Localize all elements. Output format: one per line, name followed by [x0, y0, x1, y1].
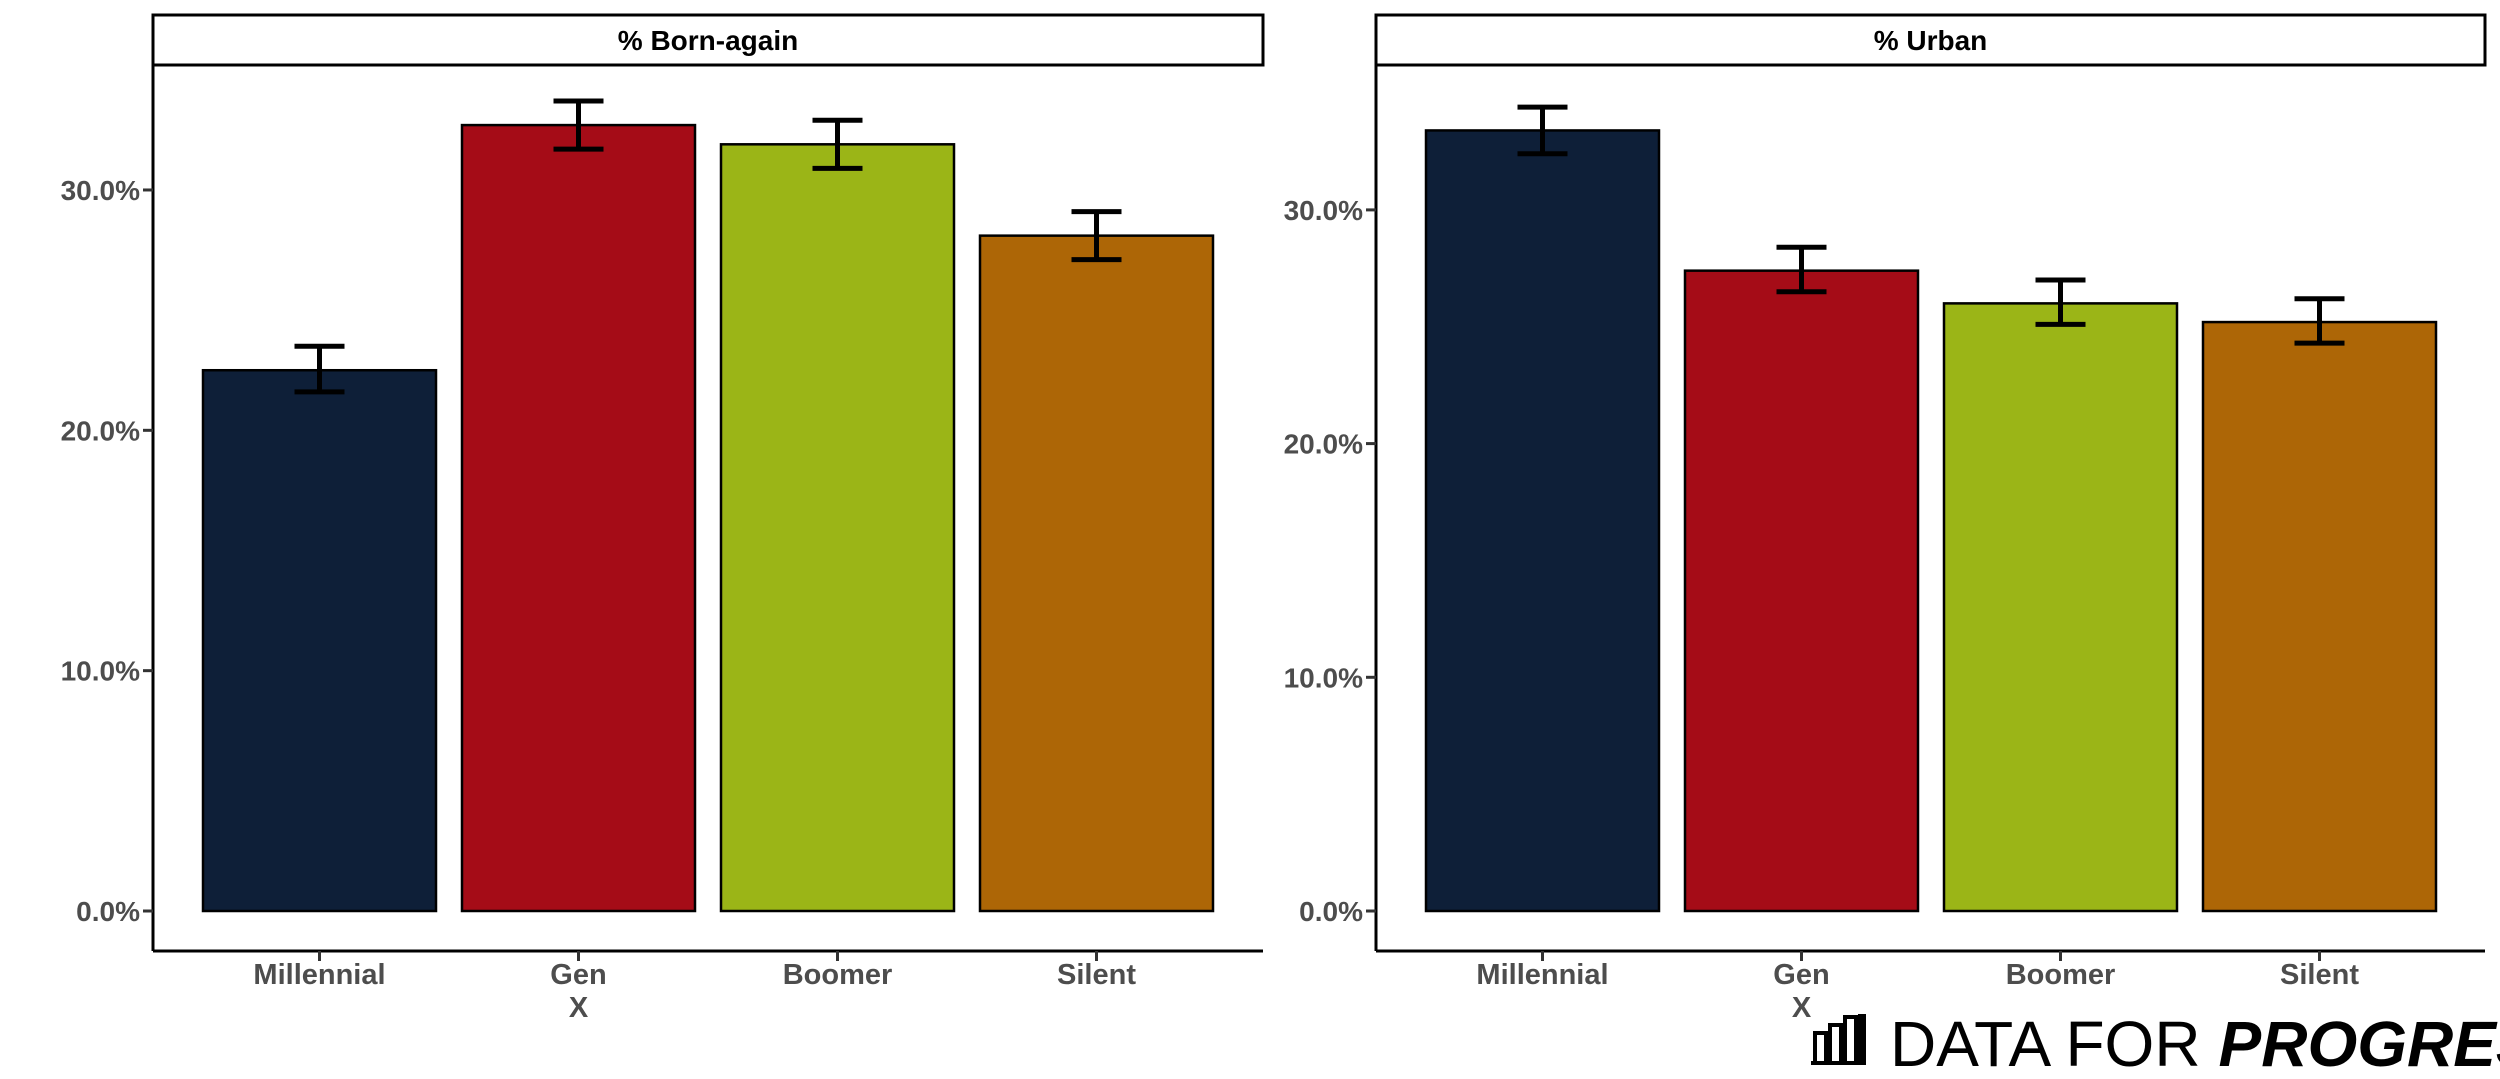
x-tick-label: Silent [1057, 959, 1136, 991]
x-tick-label: Boomer [783, 959, 893, 991]
error-bar [2035, 277, 2086, 327]
bar-gen-x [1683, 269, 1920, 913]
bar-silent [2201, 320, 2438, 913]
facet-strip [151, 13, 1265, 67]
x-tick-label: Millennial [253, 959, 385, 991]
x-tick-label: Millennial [1476, 959, 1608, 991]
error-bar [2294, 296, 2345, 346]
y-tick-label: 0.0% [76, 896, 140, 927]
y-tick-label: 20.0% [1284, 429, 1363, 460]
logo-text-bold: PROGRESS [2219, 1008, 2500, 1079]
y-tick-label: 0.0% [1299, 896, 1363, 927]
bar-millennial [1424, 129, 1661, 913]
chart-panels: % Born-again 0.0% 10.0% 20.0% 30.0% Millennia… [61, 13, 2487, 1024]
error-bar [1517, 104, 1568, 157]
bar-silent [978, 234, 1215, 913]
y-tick-label: 30.0% [61, 175, 140, 206]
error-bar [294, 343, 345, 395]
facet-title: % Born-again [618, 25, 798, 56]
facet-title: % Urban [1874, 25, 1988, 56]
x-tick-label: Gen X [550, 959, 606, 1024]
bar-gen-x [460, 123, 697, 913]
bar-boomer [719, 143, 956, 913]
chart-panel-2: % Urban 0.0% 10.0% 20.0% 30.0% Millennial Gen X… [1284, 13, 2487, 1024]
error-bar [1776, 244, 1827, 295]
y-tick-label: 20.0% [61, 415, 140, 446]
logo-text: DATA FOR PROGRESS [1890, 1008, 2500, 1079]
error-bar [1071, 209, 1122, 263]
y-tick-label: 10.0% [1284, 662, 1363, 693]
bar-chart-icon [1811, 1014, 1866, 1065]
bar-boomer [1942, 302, 2179, 913]
x-tick-label: Silent [2280, 959, 2359, 991]
x-tick-label: Boomer [2006, 959, 2116, 991]
x-tick-label: Gen X [1773, 959, 1829, 1024]
facet-strip [1374, 13, 2487, 67]
chart-panel-1: % Born-again 0.0% 10.0% 20.0% 30.0% Millennia… [61, 13, 1265, 1024]
error-bar [553, 98, 604, 152]
logo-text-light: DATA FOR [1890, 1008, 2201, 1079]
y-tick-label: 30.0% [1284, 195, 1363, 226]
data-for-progress-logo: DATA FOR PROGRESS [1811, 1008, 2500, 1079]
y-tick-label: 10.0% [61, 656, 140, 687]
bar-millennial [201, 368, 438, 913]
error-bar [812, 117, 863, 171]
